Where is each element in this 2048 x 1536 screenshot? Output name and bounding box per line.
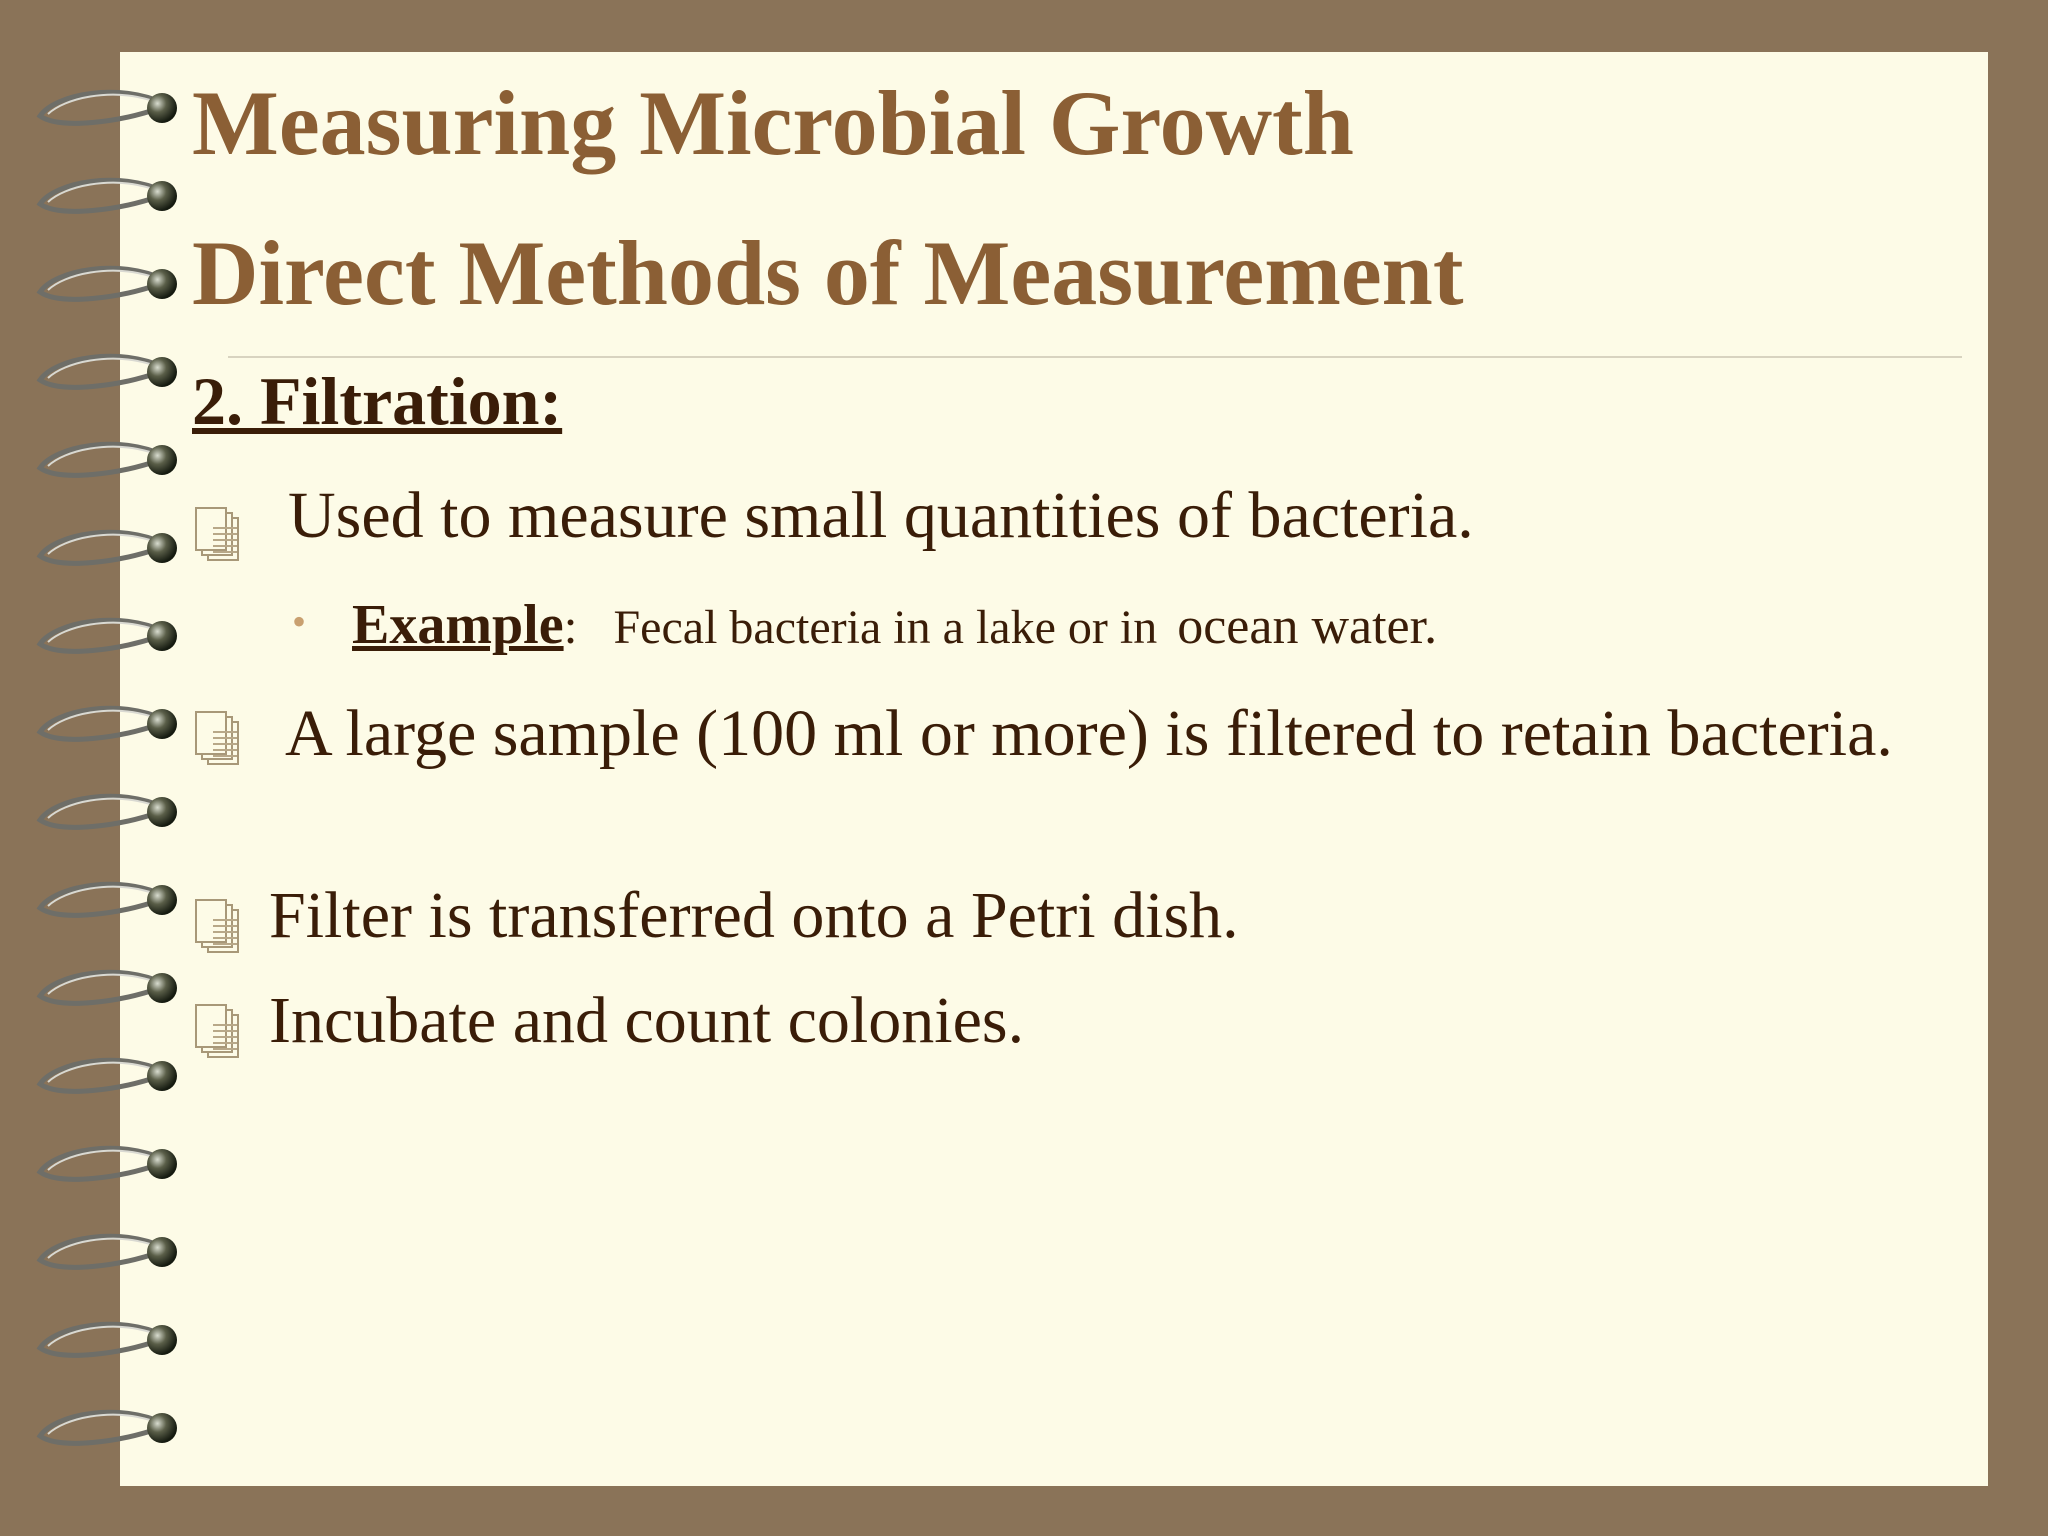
ring-highlight	[47, 797, 151, 819]
ring-highlight	[47, 1413, 151, 1435]
bullet-text: Incubate and count colonies.	[269, 984, 1025, 1057]
sub-text-small: ocean water.	[1177, 598, 1438, 655]
ring-highlight	[47, 93, 151, 115]
divider	[228, 356, 1962, 358]
title: Measuring Microbial Growth	[192, 72, 1354, 174]
ring-wire	[36, 1321, 167, 1358]
ring-highlight	[47, 181, 151, 203]
ring-highlight	[47, 533, 151, 555]
ring-hole	[147, 797, 177, 827]
ring-wire	[36, 1145, 167, 1182]
ring-hole	[147, 93, 177, 123]
spiral-binding	[36, 89, 177, 1446]
ring-hole	[147, 621, 177, 651]
sub-text: Fecal bacteria in a lake or in	[613, 601, 1158, 654]
ring-wire	[36, 793, 167, 830]
ring-wire	[36, 617, 167, 654]
ring-wire	[36, 177, 167, 214]
ring-highlight	[47, 357, 151, 379]
ring-highlight	[47, 709, 151, 731]
ring-hole	[147, 709, 177, 739]
ring-hole	[147, 885, 177, 915]
ring-hole	[147, 181, 177, 211]
ring-wire	[36, 441, 167, 478]
subtitle: Direct Methods of Measurement	[192, 222, 1464, 324]
ring-wire	[36, 89, 167, 126]
paper	[120, 52, 1988, 1486]
ring-hole	[147, 533, 177, 563]
ring-hole	[147, 1149, 177, 1179]
ring-highlight	[47, 269, 151, 291]
section-heading: 2. Filtration:	[192, 363, 563, 439]
ring-highlight	[47, 1325, 151, 1347]
bullet-text: A large sample (100 ml or more) is filte…	[285, 697, 1893, 770]
example-label: Example	[352, 594, 564, 656]
bullet-text: Filter is transferred onto a Petri dish.	[269, 879, 1239, 952]
ring-hole	[147, 269, 177, 299]
ring-highlight	[47, 621, 151, 643]
ring-hole	[147, 445, 177, 475]
ring-hole	[147, 1325, 177, 1355]
ring-highlight	[47, 445, 151, 467]
ring-wire	[36, 705, 167, 742]
ring-highlight	[47, 885, 151, 907]
separator: :	[563, 598, 578, 654]
ring-highlight	[47, 1149, 151, 1171]
ring-wire	[36, 1409, 167, 1446]
ring-wire	[36, 969, 167, 1006]
ring-hole	[147, 1237, 177, 1267]
ring-wire	[36, 265, 167, 302]
ring-hole	[147, 1413, 177, 1443]
ring-hole	[147, 1061, 177, 1091]
ring-highlight	[47, 973, 151, 995]
ring-wire	[36, 1233, 167, 1270]
sub-bullet: • Example: Fecal bacteria in a lake or in o…	[292, 594, 1438, 656]
ring-highlight	[47, 1237, 151, 1259]
ring-hole	[147, 973, 177, 1003]
ring-wire	[36, 881, 167, 918]
ring-hole	[147, 357, 177, 387]
ring-highlight	[47, 1061, 151, 1083]
ring-wire	[36, 529, 167, 566]
ring-wire	[36, 353, 167, 390]
bullet-text: Used to measure small quantities of bact…	[288, 479, 1474, 552]
ring-wire	[36, 1057, 167, 1094]
